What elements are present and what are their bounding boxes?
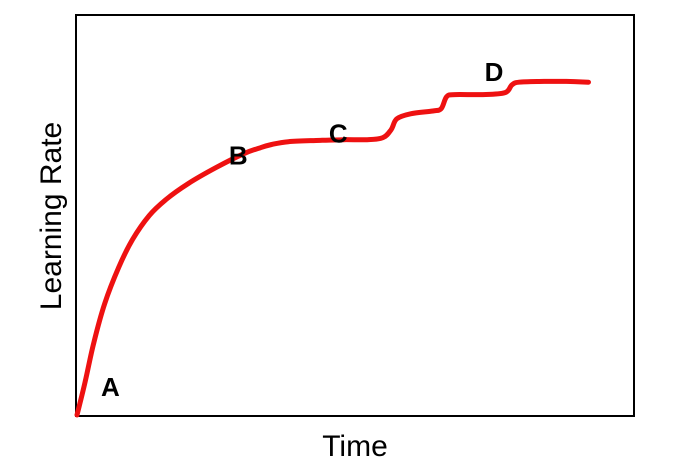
annotation-b: B — [229, 141, 248, 171]
learning-curve-line — [74, 78, 591, 418]
curve-annotations: A B C D — [101, 57, 503, 402]
plot-area-frame — [75, 14, 635, 417]
x-axis-title: Time — [322, 430, 388, 463]
annotation-d: D — [485, 57, 504, 87]
annotation-a: A — [101, 372, 120, 402]
annotation-c: C — [329, 119, 348, 149]
y-axis-title: Learning Rate — [35, 122, 68, 310]
